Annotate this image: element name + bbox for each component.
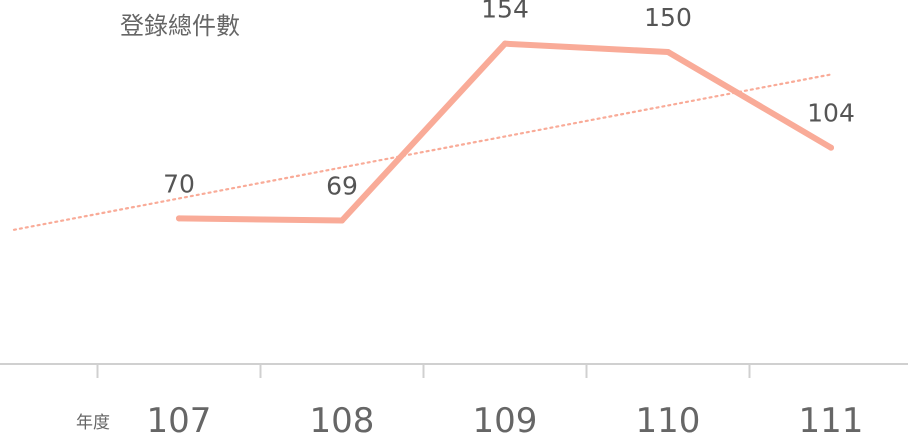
x-tick-label: 108 — [310, 401, 375, 436]
trendline — [12, 73, 832, 231]
data-label: 150 — [644, 3, 692, 32]
x-tick-label: 107 — [147, 401, 212, 436]
x-tick-label: 111 — [799, 401, 864, 436]
data-point — [502, 40, 508, 47]
x-axis-label: 年度 — [76, 413, 110, 433]
x-tick-label: 109 — [473, 401, 538, 436]
data-point — [828, 144, 834, 151]
data-point — [665, 49, 671, 55]
series-line — [176, 40, 834, 224]
data-point — [176, 215, 182, 222]
data-label: 104 — [807, 99, 855, 128]
data-point — [339, 217, 345, 224]
data-label: 69 — [326, 171, 358, 200]
series-title: 登錄總件數 — [120, 12, 240, 40]
x-tick-label: 110 — [636, 401, 701, 436]
data-label: 70 — [163, 169, 195, 198]
data-label: 154 — [481, 0, 529, 24]
